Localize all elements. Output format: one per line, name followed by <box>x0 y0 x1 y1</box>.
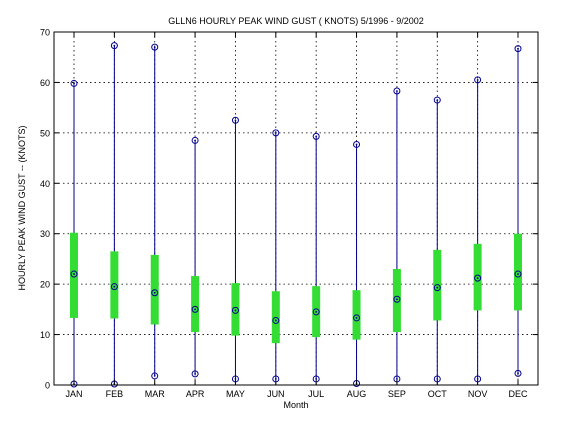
median-marker-nov <box>474 274 482 282</box>
max-marker-dot-jan <box>73 82 75 85</box>
x-tick-label: JUL <box>308 389 324 399</box>
max-marker-sep <box>393 87 401 95</box>
min-marker-dot-jul <box>315 378 318 380</box>
min-marker-dot-dec <box>517 372 519 375</box>
max-marker-dot-dec <box>517 47 519 50</box>
median-marker-dot-may <box>234 309 237 312</box>
x-tick-label: NOV <box>468 389 488 399</box>
x-tick-label: OCT <box>428 389 448 399</box>
x-tick-label: AUG <box>347 389 367 399</box>
median-marker-dot-aug <box>355 317 358 319</box>
min-marker-dot-mar <box>153 375 156 377</box>
median-marker-dot-jul <box>315 310 318 313</box>
y-tick-label: 20 <box>40 280 50 290</box>
y-tick-label: 70 <box>40 28 50 38</box>
min-marker-apr <box>191 370 199 378</box>
min-marker-dot-may <box>234 378 237 380</box>
max-marker-nov <box>474 76 482 84</box>
median-marker-dot-feb <box>113 285 116 288</box>
median-marker-dot-dec <box>517 273 519 275</box>
axes: 0 10 20 30 40 50 60 70 JAN FEB MAR APR MAY JUN JUL AUG S… <box>40 28 538 399</box>
median-marker-feb <box>110 283 118 291</box>
plot-frame <box>53 31 539 386</box>
median-marker-dec <box>514 270 522 278</box>
y-tick-label: 30 <box>40 229 50 239</box>
max-marker-dot-nov <box>476 79 479 81</box>
max-marker-oct <box>433 96 441 104</box>
max-marker-dot-apr <box>194 139 196 142</box>
max-marker-dot-aug <box>355 143 358 146</box>
iqr-box-feb <box>110 251 119 319</box>
plot-area <box>54 32 538 385</box>
x-tick-label: FEB <box>106 389 124 399</box>
max-marker-dec <box>514 45 522 53</box>
iqr-box-sep <box>392 269 401 333</box>
y-tick-label: 60 <box>40 78 50 88</box>
median-marker-oct <box>433 284 441 292</box>
max-marker-aug <box>353 140 361 148</box>
iqr-box-nov <box>473 243 482 311</box>
max-marker-dot-sep <box>396 90 398 92</box>
min-marker-dec <box>514 369 522 377</box>
data-marks <box>70 42 522 388</box>
max-marker-jan <box>70 79 78 87</box>
min-marker-dot-oct <box>436 378 439 380</box>
x-tick-label: SEP <box>388 389 406 399</box>
median-marker-dot-mar <box>153 291 156 294</box>
min-marker-dot-jun <box>274 378 277 380</box>
iqr-box-apr <box>191 276 200 333</box>
iqr-box-may <box>231 283 240 336</box>
median-marker-dot-nov <box>476 277 479 279</box>
iqr-box-dec <box>514 233 522 311</box>
median-marker-jun <box>272 316 280 324</box>
y-tick-label: 40 <box>40 179 50 189</box>
max-marker-dot-oct <box>436 99 439 101</box>
min-marker-dot-nov <box>476 378 479 380</box>
max-marker-feb <box>110 42 118 50</box>
chart-title: GLLN6 HOURLY PEAK WIND GUST ( KNOTS) 5/1… <box>168 16 424 26</box>
median-marker-dot-jun <box>274 319 277 322</box>
iqr-box-jan <box>70 232 78 318</box>
median-marker-sep <box>393 295 401 303</box>
x-tick-label: MAY <box>226 389 245 399</box>
max-marker-jul <box>312 132 320 140</box>
median-marker-dot-apr <box>194 308 196 311</box>
max-marker-dot-mar <box>153 46 156 49</box>
min-marker-dot-apr <box>194 373 196 375</box>
max-marker-mar <box>151 43 159 51</box>
x-tick-label: JUN <box>267 389 285 399</box>
median-marker-mar <box>151 289 159 297</box>
max-marker-dot-may <box>234 119 237 122</box>
x-tick-label: MAR <box>145 389 166 399</box>
median-marker-jan <box>70 270 78 278</box>
median-marker-dot-sep <box>396 298 398 301</box>
median-marker-apr <box>191 305 199 313</box>
x-axis-label: Month <box>283 400 308 410</box>
max-marker-dot-jun <box>274 131 277 134</box>
y-tick-label: 50 <box>40 128 50 138</box>
y-tick-label: 10 <box>40 330 50 340</box>
x-tick-label: APR <box>186 389 205 399</box>
max-marker-dot-feb <box>113 44 116 47</box>
min-marker-dot-sep <box>396 378 398 380</box>
x-tick-label: DEC <box>508 389 528 399</box>
median-marker-dot-jan <box>73 273 75 275</box>
median-marker-may <box>231 306 239 314</box>
max-marker-apr <box>191 136 199 144</box>
min-marker-mar <box>151 372 159 380</box>
max-marker-dot-jul <box>315 135 318 138</box>
median-marker-jul <box>312 308 320 316</box>
y-tick-label: 0 <box>45 381 50 391</box>
median-marker-dot-oct <box>436 286 439 289</box>
max-marker-may <box>231 116 239 124</box>
x-tick-label: JAN <box>65 389 82 399</box>
max-marker-jun <box>272 129 280 137</box>
y-axis-label: HOURLY PEAK WIND GUST -- (KNOTS) <box>17 125 27 290</box>
median-marker-aug <box>353 314 361 322</box>
